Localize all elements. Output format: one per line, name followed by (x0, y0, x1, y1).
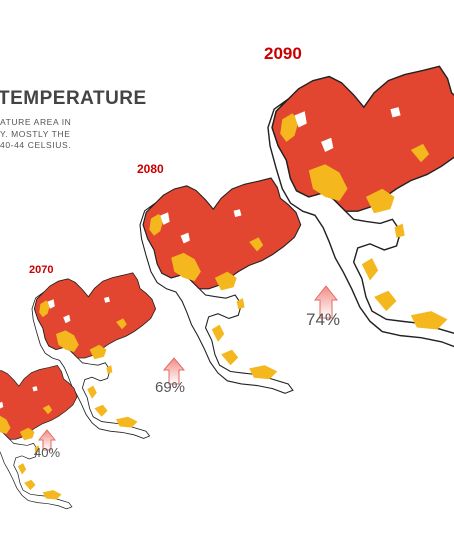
arrow-up-icon (162, 357, 186, 385)
percent-label-2080: 74% (306, 310, 341, 329)
year-label-2080: 2080 (137, 162, 164, 176)
description-text: ATURE AREA IN Y. MOSTLY THE 40-44 CELSIU… (0, 117, 71, 152)
description-line: 40-44 CELSIUS. (0, 140, 72, 150)
arrow-up-icon (37, 429, 57, 451)
percent-label-earliest: 40% (34, 445, 61, 460)
arrow-up-icon (313, 285, 339, 319)
map-earliest (0, 364, 78, 510)
map-2090 (267, 65, 454, 349)
description-line: ATURE AREA IN (0, 117, 72, 127)
description-line: Y. MOSTLY THE (0, 128, 71, 139)
percent-label-2070: 69% (155, 379, 186, 396)
year-label-2090: 2090 (264, 44, 302, 63)
year-label-2070: 2070 (29, 264, 54, 276)
page-title: TEMPERATURE (0, 88, 147, 109)
map-2080 (139, 177, 302, 394)
